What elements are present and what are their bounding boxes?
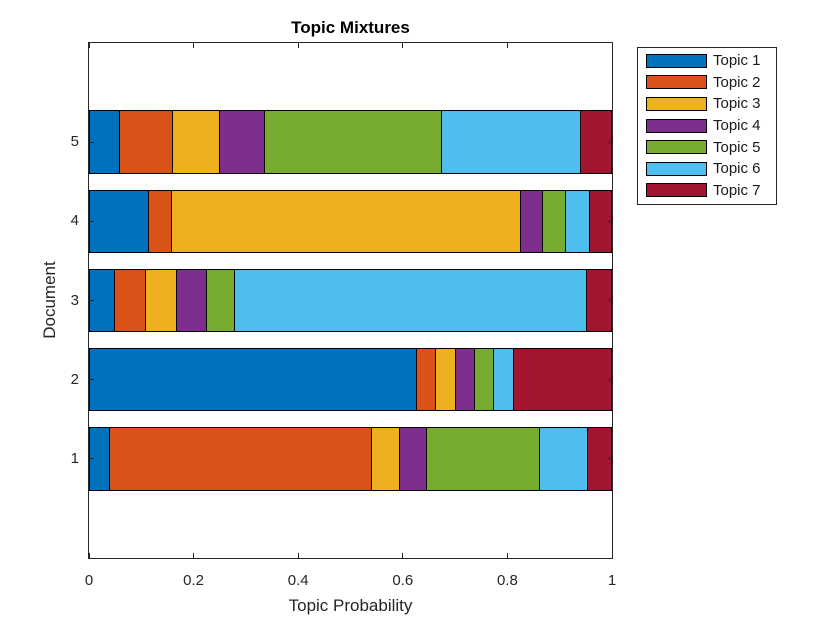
y-tick-mark: [89, 379, 94, 381]
x-tick-mark: [611, 553, 613, 558]
chart-title: Topic Mixtures: [291, 18, 410, 37]
y-tick-label: 3: [70, 291, 79, 309]
bar-segment: [145, 268, 178, 333]
plot-frame: [88, 42, 613, 559]
x-axis-label: Topic Probability: [288, 596, 413, 615]
bar-segment: [519, 189, 544, 253]
x-tick-mark: [193, 553, 195, 558]
x-tick-mark: [402, 43, 404, 48]
x-tick-label: 0.6: [392, 572, 414, 589]
legend-swatch: [646, 96, 707, 111]
legend-label: Topic 2: [713, 73, 761, 91]
x-tick-label: 0.4: [287, 572, 309, 589]
y-tick-mark: [89, 458, 94, 460]
y-tick-label: 1: [70, 449, 79, 467]
bar-segment: [538, 427, 589, 491]
x-tick-mark: [88, 43, 90, 48]
legend-item: Topic 6: [638, 158, 776, 180]
bar-segment: [493, 348, 515, 412]
y-tick-label: 5: [70, 133, 79, 151]
x-tick-mark: [611, 43, 613, 48]
bar-segment: [171, 110, 221, 174]
legend-label: Topic 3: [713, 95, 761, 113]
legend-swatch: [646, 118, 707, 133]
legend-swatch: [646, 53, 707, 68]
legend: Topic 1 Topic 2 Topic 3 Topic 4 Topic 5 Topic…: [637, 47, 777, 206]
x-tick-mark: [297, 43, 299, 48]
y-tick-mark: [89, 300, 94, 301]
bar-segment: [415, 348, 437, 412]
bar-segment: [441, 110, 582, 174]
bar-segment: [264, 110, 443, 174]
legend-label: Topic 4: [713, 117, 761, 135]
bar-segment: [89, 348, 417, 412]
x-tick-label: 0.2: [183, 572, 205, 589]
bar-segment: [513, 348, 612, 412]
bar-segment: [114, 268, 146, 333]
x-tick-mark: [506, 553, 508, 558]
bar-segment: [205, 268, 235, 333]
bar-segment: [564, 189, 590, 253]
y-tick-mark: [607, 220, 612, 222]
legend-item: Topic 2: [638, 72, 776, 94]
bar-segment: [233, 268, 588, 333]
bar-segment: [119, 110, 173, 174]
bar-segment: [542, 189, 566, 253]
legend-swatch: [646, 140, 707, 155]
y-tick-mark: [89, 141, 94, 143]
x-tick-mark: [506, 43, 508, 48]
x-tick-mark: [297, 553, 299, 558]
y-tick-label: 4: [70, 212, 79, 230]
y-tick-mark: [607, 379, 612, 381]
bar-segment: [399, 427, 427, 491]
legend-label: Topic 7: [713, 181, 761, 199]
legend-swatch: [646, 161, 707, 176]
y-axis-label: Document: [40, 261, 59, 339]
bar-segment: [89, 189, 150, 253]
x-tick-label: 1: [607, 572, 617, 589]
bar-segment: [473, 348, 495, 412]
legend-label: Topic 6: [713, 160, 761, 178]
bar-segment: [371, 427, 401, 491]
bar-segment: [454, 348, 475, 412]
bar-segment: [425, 427, 540, 491]
y-tick-mark: [607, 458, 612, 460]
legend-item: Topic 3: [638, 93, 776, 115]
legend-label: Topic 1: [713, 52, 761, 70]
legend-swatch: [646, 75, 707, 90]
legend-item: Topic 5: [638, 136, 776, 158]
y-tick-label: 2: [70, 370, 79, 388]
x-tick-mark: [193, 43, 195, 48]
x-tick-mark: [402, 553, 404, 558]
legend-item: Topic 7: [638, 180, 776, 202]
bar-segment: [219, 110, 266, 174]
y-tick-mark: [607, 300, 612, 301]
y-tick-mark: [89, 220, 94, 222]
bar-segment: [108, 427, 373, 491]
legend-label: Topic 5: [713, 138, 761, 156]
x-tick-mark: [88, 553, 90, 558]
x-tick-label: 0: [84, 572, 94, 589]
bar-segment: [170, 189, 521, 253]
legend-item: Topic 1: [638, 50, 776, 72]
bar-segment: [435, 348, 456, 412]
plot-area: [88, 43, 613, 558]
x-tick-label: 0.8: [496, 572, 518, 589]
y-tick-mark: [607, 141, 612, 143]
bar-segment: [176, 268, 207, 333]
legend-item: Topic 4: [638, 115, 776, 137]
bar-segment: [148, 189, 172, 253]
legend-swatch: [646, 183, 707, 198]
